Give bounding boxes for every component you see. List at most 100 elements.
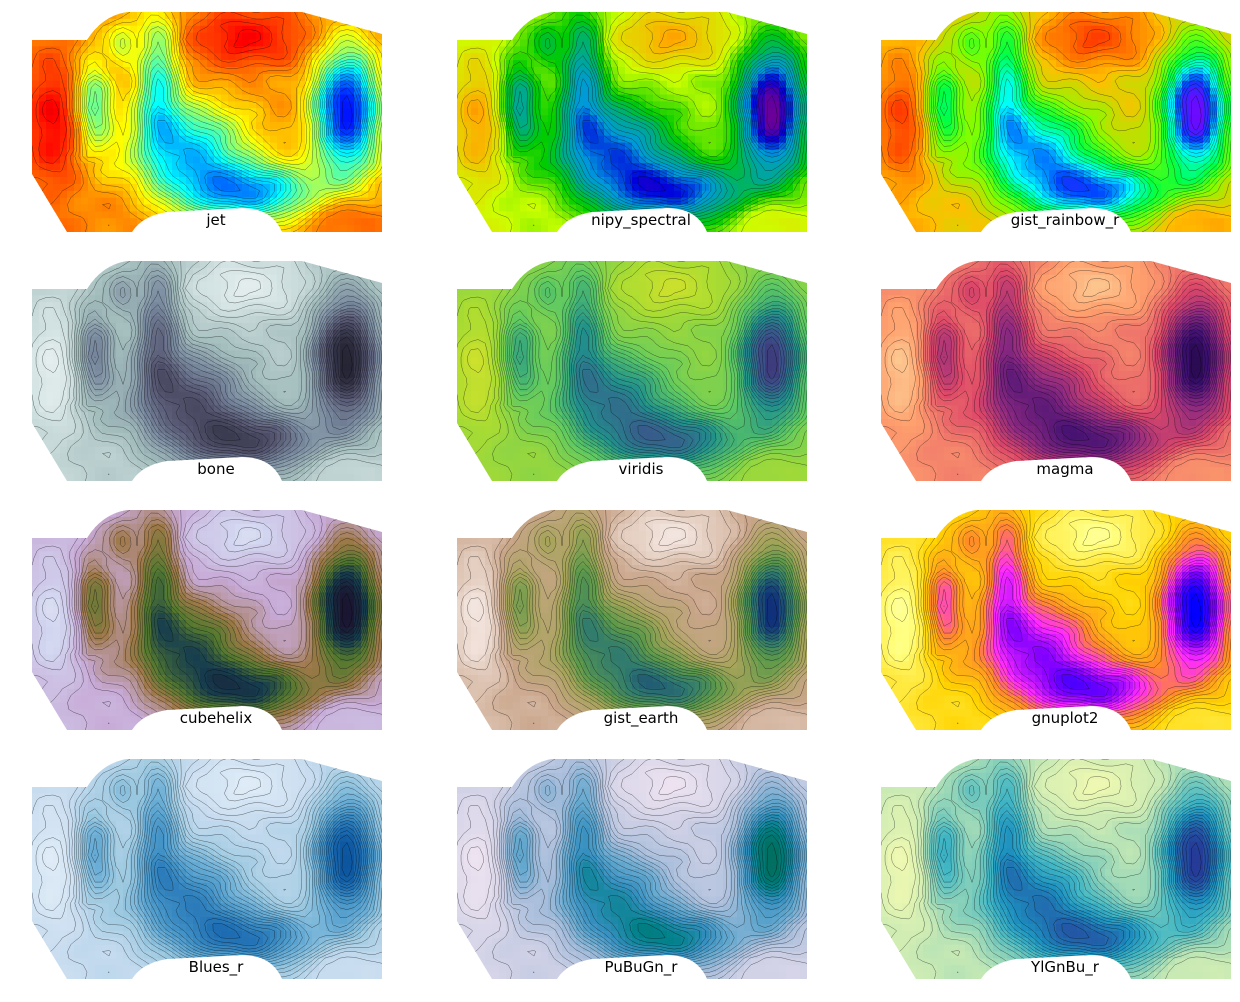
value-cell <box>695 211 703 219</box>
value-cell <box>618 80 626 89</box>
value-cell <box>165 73 173 82</box>
value-cell <box>326 12 334 20</box>
value-cell <box>298 267 306 276</box>
value-cell <box>944 39 952 47</box>
value-cell <box>548 101 556 109</box>
value-cell <box>144 53 152 61</box>
value-cell <box>1133 218 1141 226</box>
value-cell <box>32 60 40 68</box>
value-cell <box>541 128 549 137</box>
value-cell <box>1028 197 1036 206</box>
value-cell <box>1049 53 1057 61</box>
value-cell <box>46 281 54 290</box>
value-cell <box>555 53 563 61</box>
value-cell <box>270 197 278 206</box>
value-cell <box>1217 60 1225 68</box>
value-cell <box>979 135 987 144</box>
value-cell <box>611 80 619 89</box>
value-cell <box>235 53 243 61</box>
value-cell <box>937 32 945 41</box>
value-cell <box>604 177 612 185</box>
value-cell <box>485 211 493 219</box>
value-cell <box>881 128 889 137</box>
value-cell <box>1126 101 1134 109</box>
value-cell <box>779 218 787 226</box>
value-cell <box>902 225 910 232</box>
value-cell <box>527 101 535 109</box>
value-cell <box>478 18 486 27</box>
value-cell <box>151 128 159 137</box>
value-cell <box>67 183 75 192</box>
value-cell <box>1119 60 1127 68</box>
value-cell <box>1000 204 1008 212</box>
value-cell <box>207 12 215 20</box>
value-cell <box>340 170 348 178</box>
value-cell <box>1084 18 1092 27</box>
value-cell <box>916 149 924 157</box>
value-cell <box>361 108 369 116</box>
value-cell <box>902 204 910 212</box>
value-cell <box>1098 204 1106 212</box>
value-cell <box>800 211 807 219</box>
value-cell <box>786 25 794 34</box>
value-cell <box>716 46 724 54</box>
value-cell <box>772 12 780 20</box>
value-cell <box>1021 204 1029 212</box>
value-cell <box>951 87 959 96</box>
value-cell <box>375 149 382 157</box>
value-cell <box>1077 170 1085 178</box>
value-cell <box>618 60 626 68</box>
value-cell <box>1147 80 1155 89</box>
value-cell <box>277 39 285 47</box>
value-cell <box>930 149 938 157</box>
value-cell <box>1119 73 1127 82</box>
value-cell <box>723 12 731 20</box>
value-cell <box>214 46 222 54</box>
value-cell <box>930 53 938 61</box>
value-cell <box>249 108 257 116</box>
value-cell <box>39 156 47 164</box>
value-cell <box>179 197 187 206</box>
value-cell <box>937 135 945 144</box>
value-cell <box>1091 73 1099 82</box>
value-cell <box>888 25 896 34</box>
value-cell <box>723 142 731 151</box>
value-cell <box>902 177 910 185</box>
value-cell <box>354 197 362 206</box>
value-cell <box>1147 177 1155 185</box>
value-cell <box>186 142 194 151</box>
value-cell <box>67 170 75 178</box>
value-cell <box>951 60 959 68</box>
value-cell <box>611 67 619 75</box>
value-cell <box>361 101 369 109</box>
value-cell <box>569 87 577 96</box>
value-cell <box>256 53 264 61</box>
value-cell <box>506 39 514 47</box>
value-cell <box>909 12 917 20</box>
value-cell <box>534 94 542 102</box>
value-cell <box>270 25 278 34</box>
value-cell <box>1014 94 1022 102</box>
value-cell <box>53 218 61 226</box>
value-cell <box>895 135 903 144</box>
value-cell <box>1168 87 1176 96</box>
value-cell <box>340 225 348 232</box>
value-cell <box>888 80 896 89</box>
value-cell <box>144 267 152 276</box>
value-cell <box>137 156 145 164</box>
value-cell <box>165 122 173 130</box>
value-cell <box>102 101 110 109</box>
value-cell <box>1084 183 1092 192</box>
value-cell <box>979 163 987 171</box>
value-cell <box>1000 53 1008 61</box>
value-cell <box>228 267 236 276</box>
value-cell <box>506 170 514 178</box>
value-cell <box>60 197 68 206</box>
value-cell <box>137 46 145 54</box>
value-cell <box>1182 204 1190 212</box>
value-cell <box>291 267 299 276</box>
value-cell <box>758 39 766 47</box>
value-cell <box>228 190 236 199</box>
value-cell <box>888 12 896 20</box>
value-cell <box>1021 128 1029 137</box>
